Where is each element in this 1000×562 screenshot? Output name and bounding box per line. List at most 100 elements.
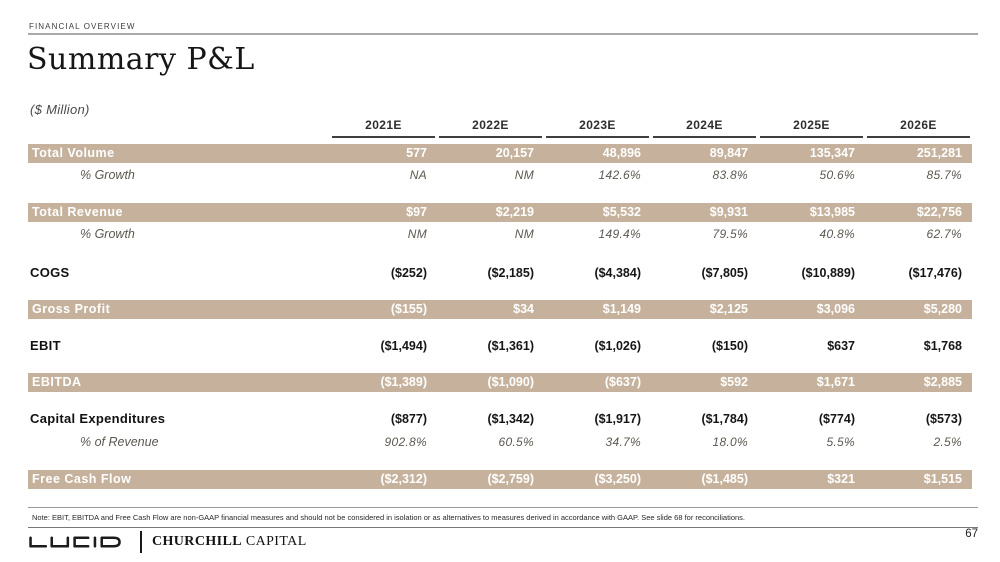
cell-value: ($2,759) xyxy=(487,472,534,486)
cell-value: ($4,384) xyxy=(594,266,641,280)
cell-value: $5,532 xyxy=(602,205,641,219)
column-header-label: 2026E xyxy=(867,118,970,138)
row-label: Total Volume xyxy=(32,146,115,160)
churchill-bold: CHURCHILL xyxy=(152,534,242,549)
row-label: % of Revenue xyxy=(80,435,159,449)
capital-regular: CAPITAL xyxy=(241,534,307,549)
cell-value: ($573) xyxy=(925,412,962,426)
brand-divider xyxy=(140,531,142,553)
cell-value: $22,756 xyxy=(916,205,962,219)
cell-value: ($10,889) xyxy=(801,266,855,280)
table-row: EBITDA ($1,389) ($1,090) ($637) $592 $1,671 $2… xyxy=(28,373,972,392)
cell-value: ($637) xyxy=(604,375,641,389)
column-header: 2024E xyxy=(651,118,758,138)
cell-value: $1,149 xyxy=(602,302,641,316)
cell-value: $5,280 xyxy=(923,302,962,316)
row-spacer xyxy=(28,392,972,408)
table-row: % of Revenue 902.8% 60.5% 34.7% 18.0% 5.5% 2.5… xyxy=(28,430,972,454)
cell-value: $9,931 xyxy=(709,205,748,219)
table-header-spacer xyxy=(28,118,330,138)
cell-value: NM xyxy=(514,168,534,182)
table-row: Gross Profit ($155) $34 $1,149 $2,125 $3,096 $… xyxy=(28,300,972,319)
pnl-table: 2021E 2022E 2023E 2024E 2025E 2026E Total Volu… xyxy=(28,118,972,489)
brand-footer: CHURCHILL CAPITAL xyxy=(28,531,307,553)
cell-value: ($150) xyxy=(711,339,748,353)
column-header-label: 2022E xyxy=(439,118,542,138)
cell-value: 142.6% xyxy=(598,168,641,182)
cell-value: $637 xyxy=(827,339,855,353)
cell-value: ($3,250) xyxy=(594,472,641,486)
cell-value: 34.7% xyxy=(605,435,641,449)
cell-value: ($2,312) xyxy=(380,472,427,486)
cell-value: ($155) xyxy=(390,302,427,316)
table-row: Total Volume 577 20,157 48,896 89,847 135,347… xyxy=(28,144,972,163)
cell-value: ($252) xyxy=(390,266,427,280)
row-label: Total Revenue xyxy=(32,205,124,219)
row-label: % Growth xyxy=(80,227,135,241)
units-label: ($ Million) xyxy=(30,102,90,117)
cell-value: ($1,090) xyxy=(487,375,534,389)
cell-value: 577 xyxy=(406,146,427,160)
table-row: EBIT ($1,494) ($1,361) ($1,026) ($150) $637 $1… xyxy=(28,335,972,357)
section-eyebrow: FINANCIAL OVERVIEW xyxy=(29,22,136,31)
cell-value: $1,515 xyxy=(923,472,962,486)
column-header: 2026E xyxy=(865,118,972,138)
table-row: % Growth NA NM 142.6% 83.8% 50.6% 85.7% xyxy=(28,163,972,187)
cell-value: 89,847 xyxy=(709,146,748,160)
row-spacer xyxy=(28,246,972,262)
cell-value: 18.0% xyxy=(712,435,748,449)
table-row: % Growth NM NM 149.4% 79.5% 40.8% 62.7% xyxy=(28,222,972,246)
cell-value: 20,157 xyxy=(495,146,534,160)
row-spacer xyxy=(28,187,972,203)
page-title: Summary P&L xyxy=(27,42,255,77)
cell-value: ($1,494) xyxy=(380,339,427,353)
cell-value: 135,347 xyxy=(809,146,855,160)
cell-value: ($1,485) xyxy=(701,472,748,486)
lucid-logo-icon xyxy=(29,536,121,548)
cell-value: NM xyxy=(514,227,534,241)
column-header-label: 2023E xyxy=(546,118,649,138)
cell-value: ($774) xyxy=(818,412,855,426)
cell-value: 83.8% xyxy=(712,168,748,182)
column-header: 2023E xyxy=(544,118,651,138)
cell-value: 60.5% xyxy=(498,435,534,449)
row-label: EBIT xyxy=(30,338,61,353)
cell-value: ($877) xyxy=(390,412,427,426)
row-label: Free Cash Flow xyxy=(32,472,132,486)
cell-value: ($1,389) xyxy=(380,375,427,389)
cell-value: $2,885 xyxy=(923,375,962,389)
footnote: Note: EBIT, EBITDA and Free Cash Flow ar… xyxy=(28,507,978,528)
cell-value: 2.5% xyxy=(933,435,962,449)
row-spacer xyxy=(28,357,972,373)
cell-value: ($1,342) xyxy=(487,412,534,426)
cell-value: ($1,361) xyxy=(487,339,534,353)
column-header: 2025E xyxy=(758,118,865,138)
cell-value: $321 xyxy=(827,472,855,486)
cell-value: 48,896 xyxy=(602,146,641,160)
cell-value: $13,985 xyxy=(809,205,855,219)
cell-value: $2,125 xyxy=(709,302,748,316)
row-spacer xyxy=(28,454,972,470)
cell-value: $1,671 xyxy=(816,375,855,389)
table-row: Capital Expenditures ($877) ($1,342) ($1,91… xyxy=(28,408,972,430)
cell-value: 50.6% xyxy=(819,168,855,182)
cell-value: ($17,476) xyxy=(908,266,962,280)
cell-value: 5.5% xyxy=(826,435,855,449)
row-spacer xyxy=(28,284,972,300)
cell-value: $592 xyxy=(720,375,748,389)
cell-value: ($1,784) xyxy=(701,412,748,426)
row-label: Capital Expenditures xyxy=(30,411,166,426)
cell-value: ($2,185) xyxy=(487,266,534,280)
row-label: Gross Profit xyxy=(32,302,111,316)
cell-value: $97 xyxy=(406,205,427,219)
column-header: 2021E xyxy=(330,118,437,138)
cell-value: $34 xyxy=(513,302,534,316)
cell-value: $1,768 xyxy=(923,339,962,353)
column-header-label: 2025E xyxy=(760,118,863,138)
page-number: 67 xyxy=(965,528,978,540)
cell-value: 902.8% xyxy=(384,435,427,449)
table-row: Free Cash Flow ($2,312) ($2,759) ($3,250) ($… xyxy=(28,470,972,489)
column-header-label: 2021E xyxy=(332,118,435,138)
row-label: COGS xyxy=(30,265,70,280)
